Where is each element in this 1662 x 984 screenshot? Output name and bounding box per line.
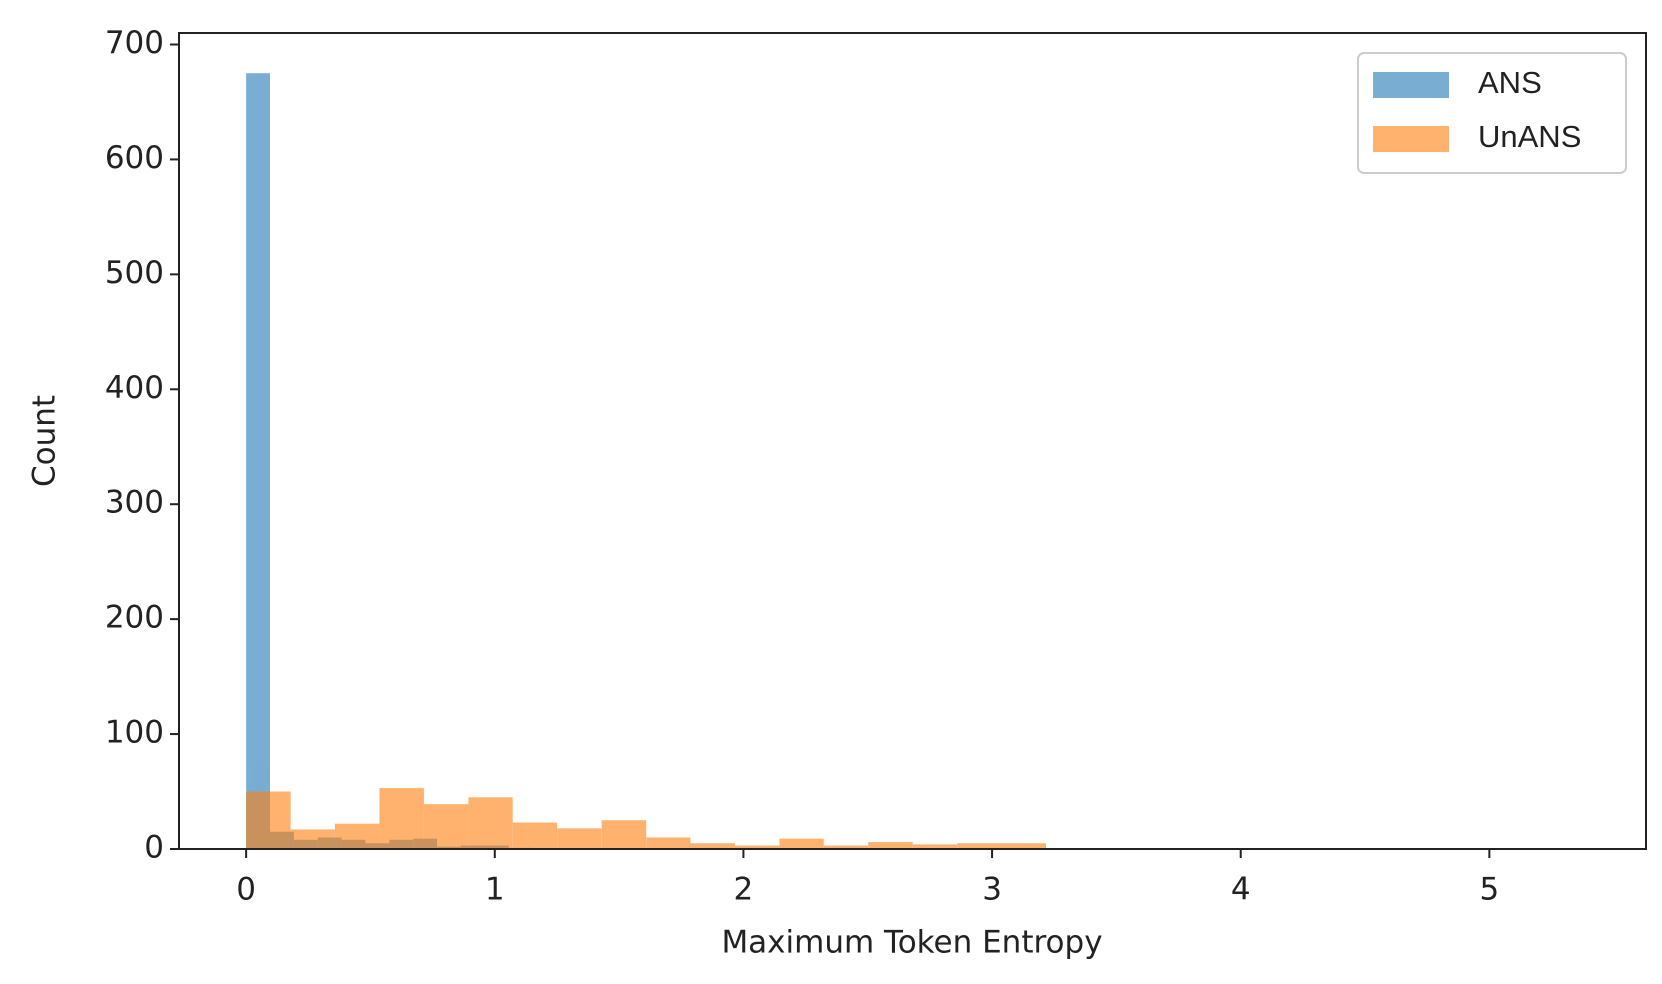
x-tick-label: 1 — [485, 872, 505, 908]
legend-label: ANS — [1478, 65, 1542, 100]
x-tick-label: 2 — [734, 872, 754, 908]
bar — [246, 791, 291, 849]
legend-swatch — [1373, 126, 1449, 152]
bar — [646, 837, 691, 849]
y-tick-label: 200 — [105, 600, 164, 636]
bar — [246, 73, 271, 850]
plot-frame — [178, 32, 1647, 850]
bar — [734, 845, 780, 849]
y-tick-label: 100 — [105, 715, 164, 751]
y-tick-label: 0 — [144, 830, 164, 866]
bar — [557, 828, 602, 849]
x-axis-label: Maximum Token Entropy — [721, 925, 1102, 961]
series — [246, 788, 1047, 849]
x-tick-label: 0 — [236, 872, 256, 908]
y-tick-label: 500 — [105, 255, 164, 291]
bar — [779, 838, 824, 849]
x-tick-label: 5 — [1479, 872, 1499, 908]
y-tick-label: 400 — [105, 370, 164, 406]
y-tick-label: 700 — [105, 25, 164, 61]
bar — [423, 804, 469, 849]
bar — [912, 844, 958, 849]
bar — [868, 842, 913, 849]
y-tick-label: 300 — [105, 485, 164, 521]
bar — [823, 845, 869, 849]
bar — [290, 829, 335, 849]
y-axis-label: Count — [27, 395, 63, 487]
bar — [690, 843, 735, 849]
bar — [379, 788, 424, 849]
bar — [957, 843, 1002, 849]
x-tick-label: 4 — [1231, 872, 1251, 908]
bar — [468, 797, 513, 849]
bar — [601, 820, 647, 849]
bar — [1001, 843, 1047, 849]
bar — [334, 823, 380, 849]
series — [246, 73, 533, 850]
legend-label: UnANS — [1478, 119, 1581, 154]
legend-swatch — [1373, 72, 1449, 98]
y-tick-label: 600 — [105, 140, 164, 176]
x-tick-label: 3 — [982, 872, 1002, 908]
bar — [512, 822, 558, 849]
